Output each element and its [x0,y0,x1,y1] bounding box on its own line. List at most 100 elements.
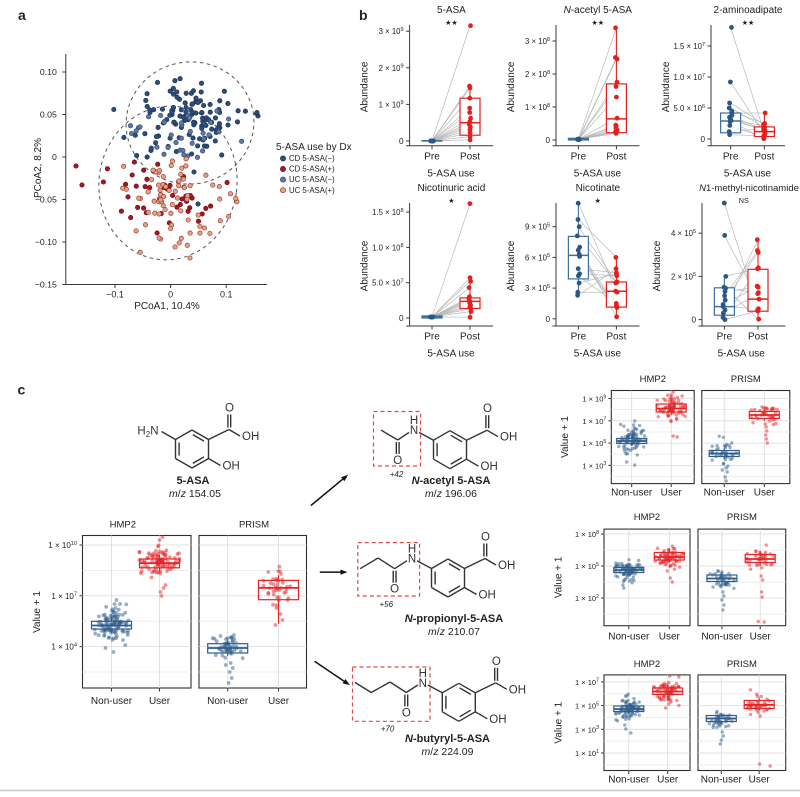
svg-text:1.5 × 107: 1.5 × 107 [674,42,705,51]
svg-text:2 × 105: 2 × 105 [671,272,696,281]
svg-text:0: 0 [691,316,696,325]
svg-text:−0.10: −0.10 [35,237,57,247]
svg-text:O: O [390,584,399,596]
svg-text:2 × 109: 2 × 109 [379,64,404,73]
svg-text:m/z 224.09: m/z 224.09 [422,746,474,758]
svg-text:Pre: Pre [424,332,440,343]
svg-text:1 × 108: 1 × 108 [525,103,550,112]
svg-text:H: H [410,415,418,427]
svg-text:4 × 105: 4 × 105 [671,229,696,238]
svg-text:3 × 109: 3 × 109 [379,27,404,36]
svg-text:1 × 103: 1 × 103 [575,725,599,734]
svg-text:0.05: 0.05 [40,110,57,120]
svg-text:6 × 105: 6 × 105 [525,253,550,262]
svg-text:H: H [419,668,427,680]
svg-text:Pre: Pre [723,151,739,162]
svg-text:Post: Post [606,151,626,162]
svg-text:b: b [359,7,368,23]
svg-text:OH: OH [242,431,259,443]
svg-text:−0.1: −0.1 [106,290,124,300]
svg-text:5-ASA use: 5-ASA use [574,168,622,179]
svg-text:Value + 1: Value + 1 [554,556,565,598]
svg-text:Nicotinuric acid: Nicotinuric acid [417,183,485,194]
svg-text:1 × 108: 1 × 108 [575,530,599,539]
svg-text:Post: Post [754,151,774,162]
svg-text:Non-user: Non-user [701,775,743,786]
svg-text:Nicotinate: Nicotinate [576,183,621,194]
svg-text:0: 0 [52,152,57,162]
svg-text:1 × 105: 1 × 105 [575,562,599,571]
svg-text:0: 0 [545,315,550,324]
svg-text:1 × 105: 1 × 105 [582,439,606,448]
svg-text:★: ★ [595,197,601,205]
svg-text:5.0 × 107: 5.0 × 107 [372,279,403,288]
svg-text:User: User [149,696,171,707]
svg-text:+70: +70 [381,725,395,734]
svg-text:5-ASA use: 5-ASA use [724,168,772,179]
svg-text:★★: ★★ [592,19,605,27]
svg-text:5.0 × 106: 5.0 × 106 [674,104,705,113]
svg-text:1.0 × 107: 1.0 × 107 [674,73,705,82]
svg-text:NS: NS [739,196,749,205]
svg-text:OH: OH [223,461,240,473]
svg-text:User: User [659,632,681,643]
svg-text:Abundance: Abundance [360,61,371,112]
svg-text:Post: Post [606,332,626,343]
svg-text:PCoA1, 10.4%: PCoA1, 10.4% [134,301,200,312]
svg-text:H: H [408,544,416,556]
svg-text:User: User [754,488,776,499]
svg-text:0: 0 [545,136,550,145]
svg-text:CD 5-ASA(−): CD 5-ASA(−) [289,154,335,163]
svg-text:5-ASA use by Dx: 5-ASA use by Dx [276,142,352,153]
svg-text:OH: OH [479,590,496,602]
svg-text:1 × 109: 1 × 109 [379,100,404,109]
svg-text:1 × 103: 1 × 103 [582,461,606,470]
svg-text:User: User [657,775,679,786]
svg-text:Abundance: Abundance [506,240,517,291]
svg-text:PCoA2, 8.2%: PCoA2, 8.2% [33,138,44,198]
svg-text:Pre: Pre [717,332,733,343]
svg-text:HMP2: HMP2 [640,374,666,385]
svg-text:0: 0 [168,290,173,300]
svg-text:HMP2: HMP2 [110,520,136,531]
svg-text:PRISM: PRISM [239,520,269,531]
svg-text:5-ASA use: 5-ASA use [427,349,475,360]
svg-text:O: O [492,656,501,668]
svg-text:O: O [483,403,492,415]
svg-text:+56: +56 [380,600,394,609]
svg-text:★★: ★★ [445,19,458,27]
svg-text:Non-user: Non-user [611,488,653,499]
svg-text:5-ASA use: 5-ASA use [718,349,766,360]
svg-text:User: User [661,488,683,499]
svg-text:★: ★ [448,197,454,205]
svg-text:Non-user: Non-user [207,696,249,707]
svg-text:m/z 210.07: m/z 210.07 [428,626,480,638]
svg-text:N-butyryl-5-ASA: N-butyryl-5-ASA [405,733,490,745]
svg-text:Non-user: Non-user [91,696,133,707]
svg-text:9 × 105: 9 × 105 [525,223,550,232]
svg-text:c: c [18,382,26,398]
svg-text:N-acetyl 5-ASA: N-acetyl 5-ASA [564,5,633,16]
svg-text:Pre: Pre [571,151,587,162]
svg-text:★★: ★★ [742,19,755,27]
svg-text:PRISM: PRISM [727,512,757,523]
svg-text:3 × 105: 3 × 105 [525,284,550,293]
svg-text:PRISM: PRISM [731,374,761,385]
svg-text:Post: Post [460,151,480,162]
svg-text:1 × 105: 1 × 105 [575,701,599,710]
svg-text:UC 5-ASA(−): UC 5-ASA(−) [289,175,335,184]
svg-text:Abundance: Abundance [360,240,371,291]
svg-text:HMP2: HMP2 [634,659,660,670]
svg-text:m/z 196.06: m/z 196.06 [425,488,477,500]
svg-text:Abundance: Abundance [506,61,517,112]
svg-text:User: User [268,696,290,707]
svg-text:User: User [749,775,771,786]
svg-text:N-propionyl-5-ASA: N-propionyl-5-ASA [405,613,503,625]
svg-text:0.10: 0.10 [40,67,57,77]
svg-text:Abundance: Abundance [661,61,672,112]
svg-text:Pre: Pre [571,332,587,343]
svg-text:N-acetyl 5-ASA: N-acetyl 5-ASA [412,475,491,487]
svg-text:5-ASA: 5-ASA [437,5,466,16]
svg-text:HMP2: HMP2 [634,512,660,523]
svg-text:N1-methyl-nicotinamide: N1-methyl-nicotinamide [699,183,799,194]
